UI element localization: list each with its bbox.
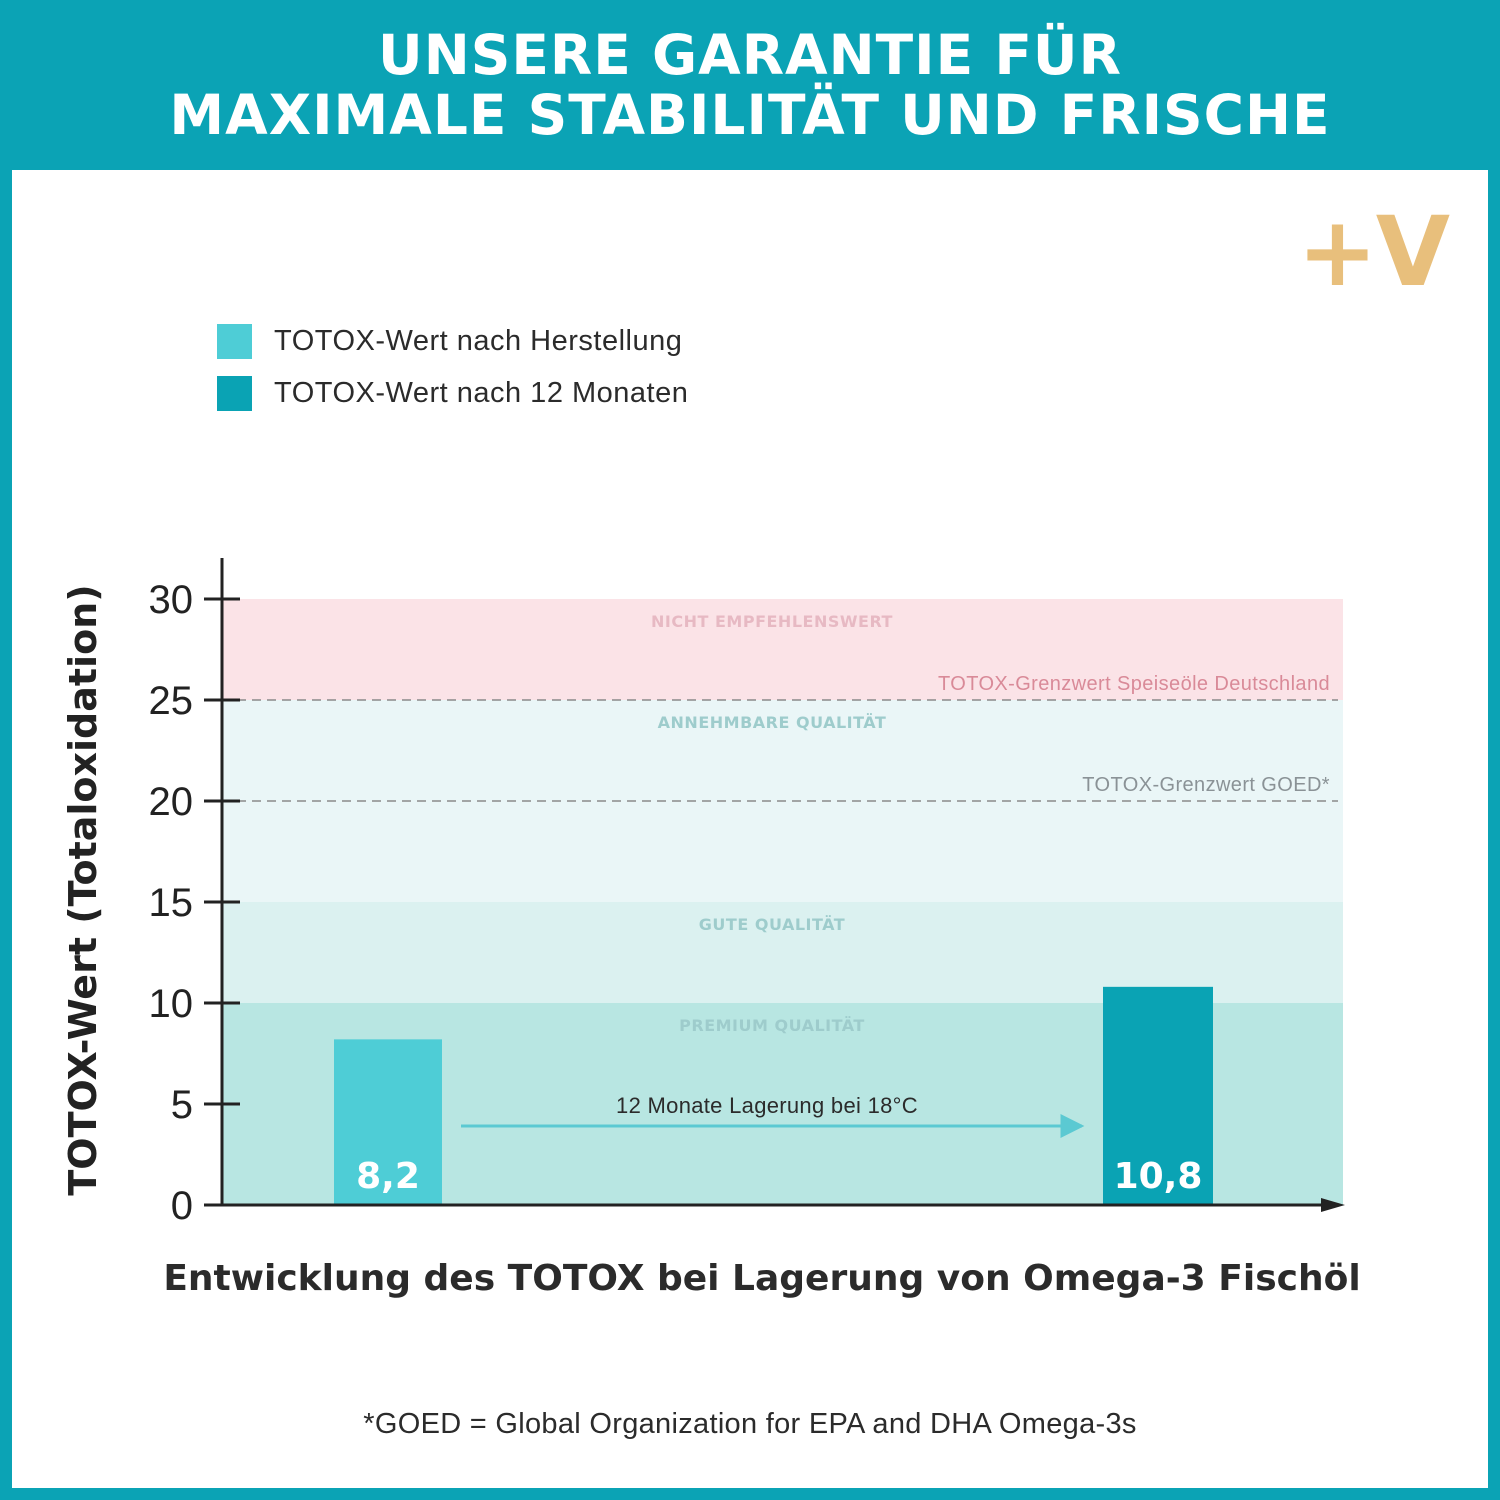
header-title-line-1: UNSERE GARANTIE FÜR: [378, 23, 1122, 87]
y-tick-label-20: 20: [149, 780, 194, 824]
footnote: *GOED = Global Organization for EPA and …: [363, 1408, 1137, 1440]
y-tick-label-10: 10: [149, 982, 194, 1026]
y-tick-label-15: 15: [149, 881, 194, 925]
zone-label-3: NICHT EMPFEHLENSWERT: [651, 612, 893, 631]
y-tick-label-0: 0: [171, 1184, 193, 1228]
bar-value-label-1: 10,8: [1114, 1156, 1203, 1197]
legend-swatch-12-months: [217, 375, 252, 411]
legend-swatch-production: [217, 323, 252, 359]
bar-0: [334, 1039, 442, 1205]
y-tick-label-25: 25: [149, 679, 194, 723]
zone-label-2: ANNEHMBARE QUALITÄT: [658, 713, 887, 732]
legend-item-production: TOTOX-Wert nach Herstellung: [217, 315, 688, 367]
zone-label-1: GUTE QUALITÄT: [699, 915, 845, 934]
zone-band-1: [222, 902, 1343, 1003]
y-tick-label-30: 30: [149, 578, 194, 622]
y-axis-label: TOTOX-Wert (Totaloxidation): [61, 584, 105, 1195]
x-axis-arrowhead: [1321, 1198, 1345, 1212]
header-banner: UNSERE GARANTIE FÜR MAXIMALE STABILITÄT …: [0, 0, 1500, 170]
storage-annotation-label: 12 Monate Lagerung bei 18°C: [616, 1093, 918, 1118]
bar-1: [1103, 986, 1213, 1205]
legend-item-12-months: TOTOX-Wert nach 12 Monaten: [217, 367, 688, 419]
legend-label-12-months: TOTOX-Wert nach 12 Monaten: [274, 376, 689, 409]
brand-logo: +V: [1297, 196, 1450, 308]
y-tick-label-5: 5: [171, 1083, 193, 1127]
chart-legend: TOTOX-Wert nach Herstellung TOTOX-Wert n…: [217, 315, 688, 419]
header-title-line-2: MAXIMALE STABILITÄT UND FRISCHE: [169, 83, 1331, 147]
reference-line-label-1: TOTOX-Grenzwert GOED*: [1082, 774, 1330, 796]
legend-label-production: TOTOX-Wert nach Herstellung: [274, 324, 683, 357]
reference-line-label-0: TOTOX-Grenzwert Speiseöle Deutschland: [938, 673, 1330, 695]
zone-band-3: [222, 599, 1343, 700]
bar-value-label-0: 8,2: [356, 1156, 420, 1197]
zone-label-0: PREMIUM QUALITÄT: [679, 1016, 865, 1035]
chart-title: Entwicklung des TOTOX bei Lagerung von O…: [163, 1258, 1361, 1299]
